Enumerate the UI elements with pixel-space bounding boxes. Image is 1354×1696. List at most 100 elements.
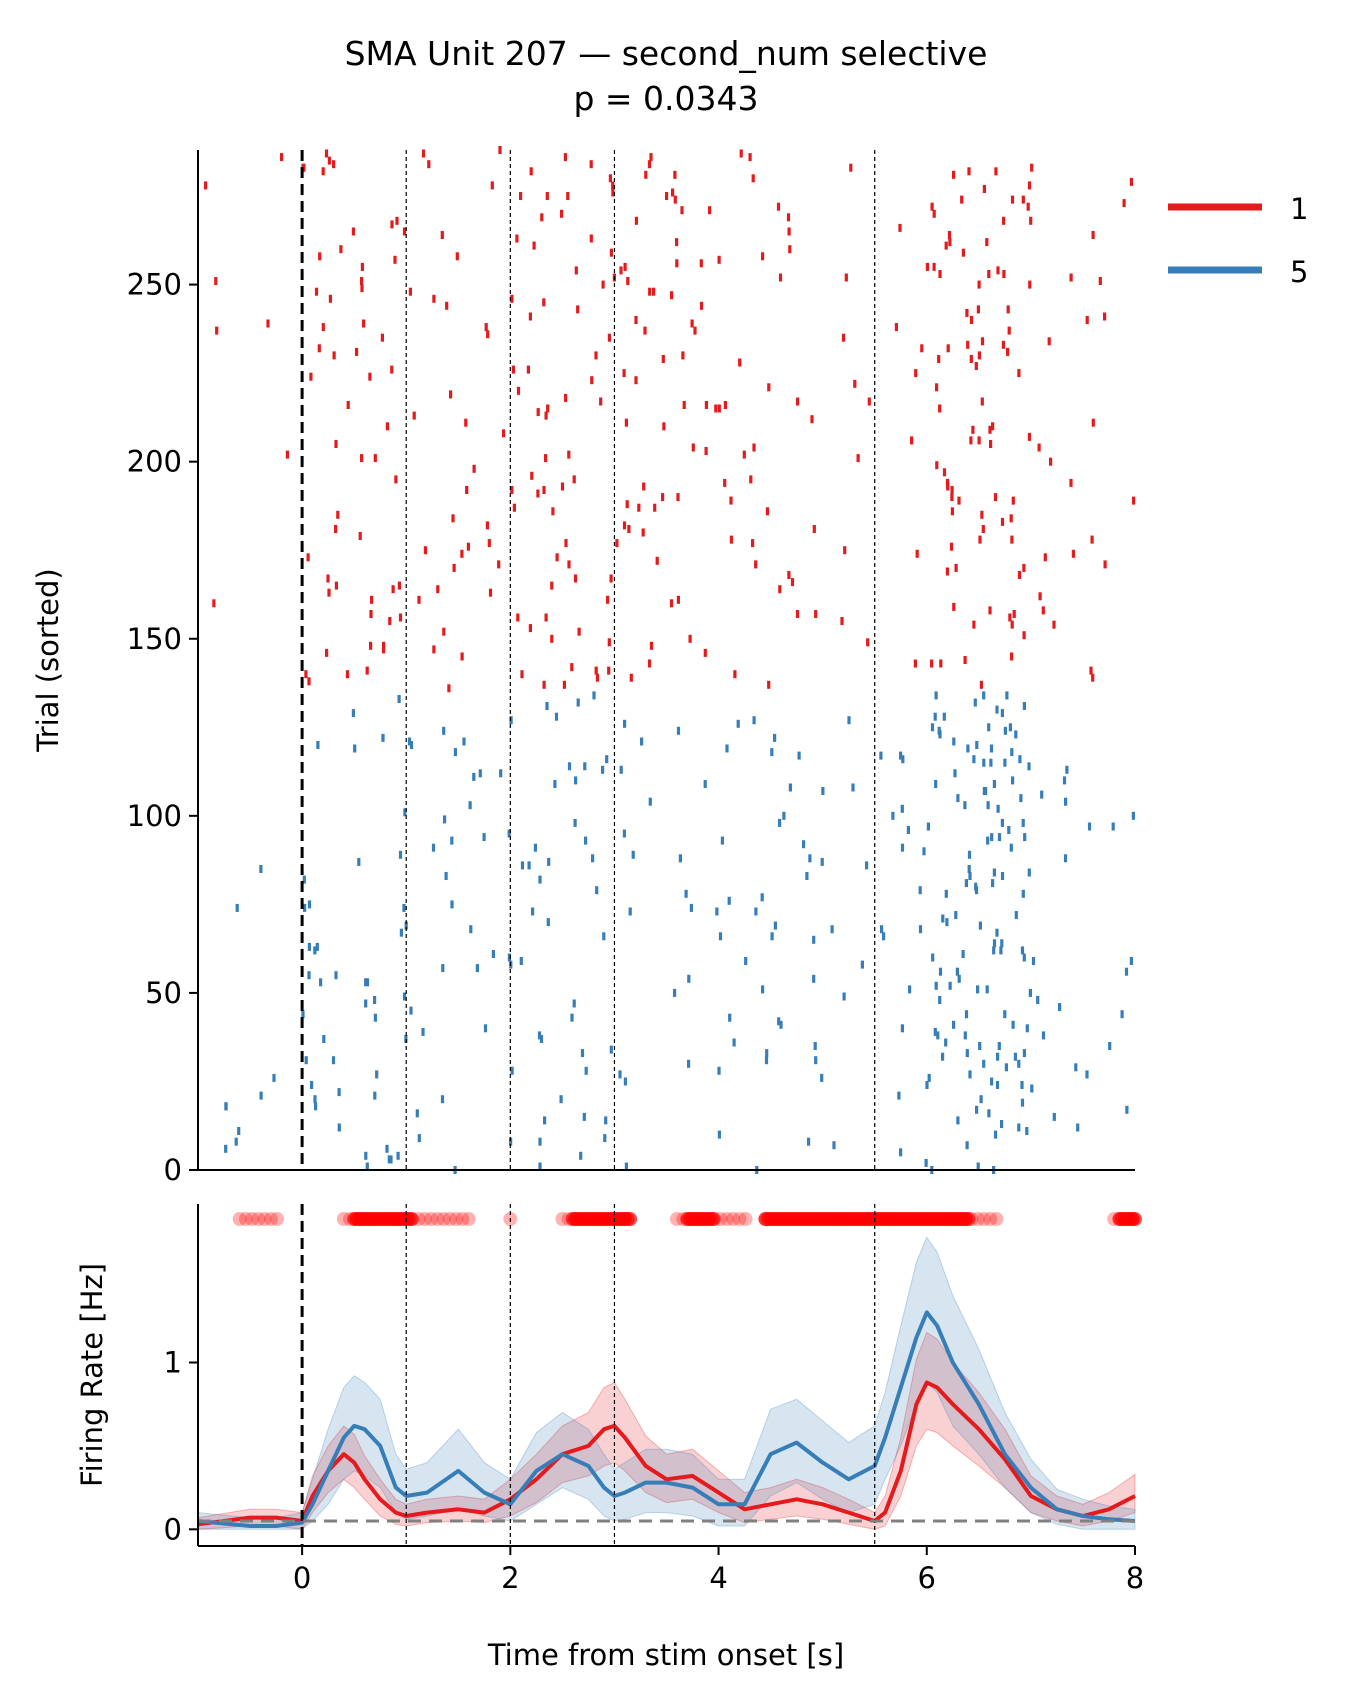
spike-mark [1020, 1098, 1025, 1107]
spike-mark [607, 333, 611, 342]
spike-mark [770, 932, 774, 941]
spike-mark [280, 153, 284, 162]
spike-mark [390, 220, 394, 229]
spike-mark [472, 772, 476, 781]
spike-mark [1103, 560, 1107, 569]
spike-mark [908, 985, 912, 994]
spike-mark [914, 369, 918, 378]
spike-mark [607, 638, 611, 647]
spike-mark [930, 202, 934, 211]
spike-mark [906, 826, 910, 834]
spike-mark [1022, 1049, 1026, 1058]
spike-mark [910, 436, 914, 445]
spike-mark [938, 404, 942, 413]
spike-mark [715, 907, 719, 916]
spike-mark [567, 450, 571, 459]
spike-mark [1020, 946, 1025, 955]
spike-mark [1011, 1020, 1015, 1029]
spike-mark [931, 953, 935, 962]
spike-mark [584, 836, 588, 845]
spike-mark [1122, 199, 1126, 208]
spike-mark [450, 900, 454, 909]
spike-mark [394, 475, 398, 484]
x-tick-label: 0 [293, 1561, 311, 1595]
spike-mark [972, 620, 976, 629]
spike-mark [327, 156, 331, 165]
spike-mark [997, 1042, 1001, 1050]
spike-mark [953, 769, 957, 778]
spike-mark [790, 578, 795, 587]
spike-mark [752, 443, 756, 452]
spike-mark [649, 153, 653, 162]
spike-mark [687, 1059, 691, 1068]
spike-mark [996, 804, 1000, 813]
y-tick-label: 50 [145, 976, 182, 1010]
spike-mark [1027, 762, 1031, 771]
spike-mark [1058, 1003, 1062, 1012]
spike-mark [1025, 1127, 1029, 1135]
sig-marker-strong [706, 1212, 721, 1227]
spike-mark [545, 702, 549, 710]
spike-mark [572, 999, 576, 1008]
y-tick-label: 0 [164, 1512, 182, 1546]
spike-mark [648, 797, 652, 806]
spike-mark [1069, 478, 1073, 487]
spike-mark [1090, 535, 1094, 544]
spike-mark [1003, 726, 1007, 735]
spike-mark [550, 581, 554, 590]
spike-mark [997, 833, 1002, 842]
spike-mark [796, 397, 800, 406]
spike-mark [1000, 517, 1005, 526]
spike-mark [936, 1031, 940, 1040]
raster-spikes-condition-5 [224, 691, 1135, 1174]
spike-mark [767, 383, 771, 392]
spike-mark [673, 988, 677, 997]
spike-mark [462, 737, 466, 746]
spike-mark [865, 861, 869, 870]
spike-mark [990, 833, 994, 842]
spike-mark [533, 843, 537, 852]
spike-mark [992, 939, 997, 948]
spike-mark [760, 893, 764, 902]
spike-mark [391, 585, 395, 594]
spike-mark [417, 595, 421, 604]
spike-mark [941, 914, 945, 923]
spike-mark [661, 493, 665, 502]
spike-mark [662, 422, 666, 431]
spike-mark [609, 1045, 613, 1054]
spike-mark [309, 372, 313, 381]
spike-mark [973, 698, 977, 707]
spike-mark [985, 985, 989, 994]
sig-marker-weak [232, 1212, 247, 1227]
spike-mark [742, 450, 746, 459]
spike-mark [935, 383, 939, 392]
spike-mark [319, 978, 323, 987]
spike-mark [538, 1137, 542, 1146]
spike-mark [986, 801, 990, 810]
spike-mark [634, 316, 638, 324]
spike-mark [487, 539, 491, 548]
spike-mark [808, 854, 812, 863]
psth-x-ticks: 0 2 4 6 8 [293, 1546, 1144, 1595]
spike-mark [963, 1031, 967, 1040]
spike-mark [507, 829, 511, 838]
spike-mark [1007, 826, 1011, 834]
spike-mark [1049, 457, 1053, 466]
spike-mark [847, 716, 851, 725]
sig-marker-strong [404, 1212, 419, 1227]
spike-mark [1020, 1081, 1024, 1089]
spike-mark [460, 549, 464, 558]
spike-mark [725, 744, 729, 753]
spike-mark [628, 907, 632, 916]
spike-mark [866, 638, 870, 647]
spike-mark [1091, 673, 1095, 682]
spike-mark [301, 1010, 305, 1019]
spike-mark [326, 574, 330, 583]
spike-mark [934, 691, 938, 700]
spike-mark [393, 255, 397, 264]
spike-mark [1029, 216, 1033, 225]
spike-mark [1004, 1063, 1008, 1072]
spike-mark [1010, 652, 1014, 661]
spike-mark [937, 355, 941, 363]
spike-mark [530, 471, 534, 480]
